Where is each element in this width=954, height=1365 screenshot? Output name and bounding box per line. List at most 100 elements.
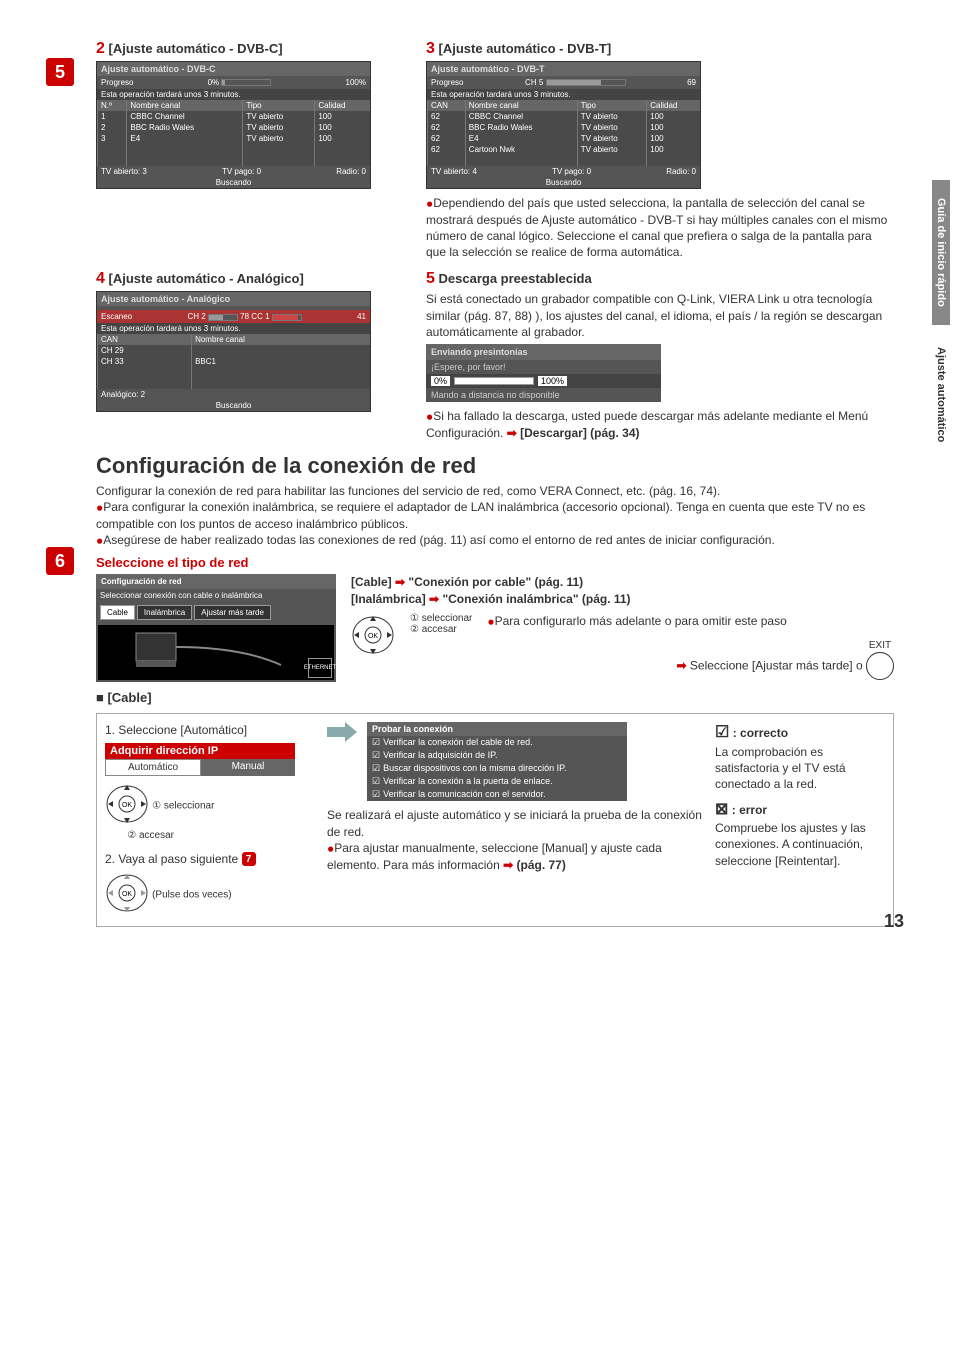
preset-remote: Mando a distancia no disponible	[426, 388, 661, 402]
err-body: Compruebe los ajustes y las conexiones. …	[715, 820, 885, 869]
side-tab-guide: Guía de inicio rápido	[932, 180, 950, 325]
analog-scan: EscaneoCH 2 78 CC 1 41	[97, 310, 370, 323]
table-row: 2BBC Radio WalesTV abierto100	[98, 122, 371, 133]
table-row: 62E4TV abierto100	[428, 133, 701, 144]
manual-body: ●Para ajustar manualmente, seleccione [M…	[327, 840, 703, 873]
dvbt-footer: TV abierto: 4TV pago: 0Radio: 0	[427, 166, 700, 177]
network-config-box: Configuración de red Seleccionar conexió…	[96, 574, 336, 682]
table-row: 1CBBC ChannelTV abierto100	[98, 111, 371, 122]
tab-cable[interactable]: Cable	[100, 605, 135, 620]
select-type-heading: Seleccione el tipo de red	[96, 555, 894, 570]
side-tab-auto: Ajuste automático	[932, 329, 950, 460]
dvbc-title: Ajuste automático - DVB-C	[97, 62, 370, 76]
step6-intro: Configurar la conexión de red para habil…	[96, 483, 894, 499]
svg-text:OK: OK	[122, 891, 132, 898]
ip-manual-option[interactable]: Manual	[201, 759, 295, 776]
analog-box: Ajuste automático - Analógico EscaneoCH …	[96, 291, 371, 412]
ip-title: Adquirir dirección IP	[105, 743, 295, 759]
analog-title: Ajuste automático - Analógico	[97, 292, 370, 306]
exit-icon[interactable]	[866, 652, 894, 680]
step-badge-5: 5	[46, 58, 74, 86]
check-icon: ☑	[715, 724, 729, 741]
step-badge-7: 7	[242, 852, 256, 866]
ip-auto-option[interactable]: Automático	[105, 759, 201, 776]
probe-row: Buscar dispositivos con la misma direcci…	[367, 762, 627, 775]
err-heading: ⊠ : error	[715, 799, 885, 821]
table-row: 62BBC Radio WalesTV abierto100	[428, 122, 701, 133]
table-row: CH 29	[98, 345, 371, 356]
dvbt-note: Esta operación tardará unos 3 minutos.	[427, 89, 700, 100]
sec5-body: Si está conectado un grabador compatible…	[426, 291, 894, 340]
dvbc-progress: Progreso0% 100%	[97, 76, 370, 89]
config-title: Configuración de red	[96, 574, 336, 589]
ethernet-graphic: ETHERNET	[98, 625, 334, 680]
step-badge-6: 6	[46, 547, 74, 575]
dvbt-progress: ProgresoCH 5 69	[427, 76, 700, 89]
preset-box: Enviando presintonías ¡Espere, por favor…	[426, 344, 661, 402]
probe-title: Probar la conexión	[367, 722, 627, 736]
step6-b2: ●Asegúrese de haber realizado todas las …	[96, 532, 894, 549]
dvbc-footer: TV abierto: 3TV pago: 0Radio: 0	[97, 166, 370, 177]
error-icon: ⊠	[715, 801, 728, 818]
table-row: 62Cartoon NwkTV abierto100	[428, 144, 701, 155]
cable-step2: 2. Vaya al paso siguiente 7	[105, 851, 315, 867]
cable-ref: [Cable] ➡ "Conexión por cable" (pág. 11)	[351, 574, 894, 590]
ok-body: La comprobación es satisfactoria y el TV…	[715, 744, 885, 793]
dvbc-note: Esta operación tardará unos 3 minutos.	[97, 89, 370, 100]
analog-table: CANNombre canal CH 29 CH 33BBC1	[97, 334, 370, 389]
dvbc-table: N.ºNombre canalTipoCalidad 1CBBC Channel…	[97, 100, 370, 166]
sec3-heading: 3 [Ajuste automático - DVB-T]	[426, 40, 894, 58]
svg-text:OK: OK	[368, 633, 378, 640]
probe-row: Verificar la comunicación con el servido…	[367, 788, 627, 801]
cable-step1: 1. Seleccione [Automático]	[105, 722, 315, 738]
analog-note: Esta operación tardará unos 3 minutos.	[97, 323, 370, 334]
step6-title: Configuración de la conexión de red	[96, 453, 894, 479]
step6-b1: ●Para configurar la conexión inalámbrica…	[96, 499, 894, 532]
sec3-body: ●Dependiendo del país que usted seleccio…	[426, 195, 894, 260]
preset-title: Enviando presintonías	[426, 344, 661, 360]
dvbt-box: Ajuste automático - DVB-T ProgresoCH 5 6…	[426, 61, 701, 189]
page-number: 13	[884, 911, 904, 932]
ok-heading: ☑ : correcto	[715, 722, 885, 744]
probe-box: Probar la conexión Verificar la conexión…	[367, 722, 627, 801]
cable-section-heading: [Cable]	[96, 690, 894, 705]
dvbc-searching: Buscando	[97, 177, 370, 188]
analog-footer: Analógico: 2	[97, 389, 370, 400]
ok-pad-icon: OK	[105, 871, 149, 918]
dvbt-title: Ajuste automático - DVB-T	[427, 62, 700, 76]
table-row: 3E4TV abierto100	[98, 133, 371, 144]
ip-box: Adquirir dirección IP Automático Manual	[105, 743, 295, 776]
sec4-heading: 4 [Ajuste automático - Analógico]	[96, 270, 396, 288]
sec5-heading: 5 Descarga preestablecida	[426, 270, 894, 288]
svg-text:OK: OK	[122, 802, 132, 809]
tab-later[interactable]: Ajustar más tarde	[194, 605, 271, 620]
table-row: 62CBBC ChannelTV abierto100	[428, 111, 701, 122]
preset-wait: ¡Espere, por favor!	[426, 360, 661, 374]
sec2-heading: 2 [Ajuste automático - DVB-C]	[96, 40, 396, 58]
auto-body: Se realizará el ajuste automático y se i…	[327, 807, 703, 839]
side-tabs: Guía de inicio rápido Ajuste automático	[932, 180, 954, 464]
analog-searching: Buscando	[97, 400, 370, 411]
ok-pad-icon: OK	[351, 613, 395, 660]
dvbc-box: Ajuste automático - DVB-C Progreso0% 100…	[96, 61, 371, 189]
nav-next: OK (Pulse dos veces)	[105, 871, 315, 918]
later-select: ➡ Seleccione [Ajustar más tarde] o EXIT	[487, 636, 894, 681]
preset-bar: 0%100%	[426, 374, 661, 388]
arrow-icon	[327, 722, 357, 742]
wifi-ref: [Inalámbrica] ➡ "Conexión inalámbrica" (…	[351, 591, 894, 607]
probe-row: Verificar la adquisición de IP.	[367, 749, 627, 762]
tab-wireless[interactable]: Inalámbrica	[137, 605, 192, 620]
sec5-fail: ●Si ha fallado la descarga, usted puede …	[426, 408, 894, 441]
nav-select: OK ① seleccionar ② accesar	[105, 782, 315, 841]
dvbt-searching: Buscando	[427, 177, 700, 188]
config-tabs: Cable Inalámbrica Ajustar más tarde	[96, 602, 336, 623]
table-row: CH 33BBC1	[98, 356, 371, 367]
probe-row: Verificar la conexión del cable de red.	[367, 736, 627, 749]
later-note: ●Para configurarlo más adelante o para o…	[487, 613, 894, 630]
ethernet-icon: ETHERNET	[308, 658, 332, 678]
probe-row: Verificar la conexión a la puerta de enl…	[367, 775, 627, 788]
dvbt-table: CANNombre canalTipoCalidad 62CBBC Channe…	[427, 100, 700, 166]
select-access-labels: ① seleccionar② accesar	[410, 613, 472, 635]
ok-pad-icon: OK	[105, 782, 149, 829]
config-subtitle: Seleccionar conexión con cable o inalámb…	[96, 589, 336, 602]
